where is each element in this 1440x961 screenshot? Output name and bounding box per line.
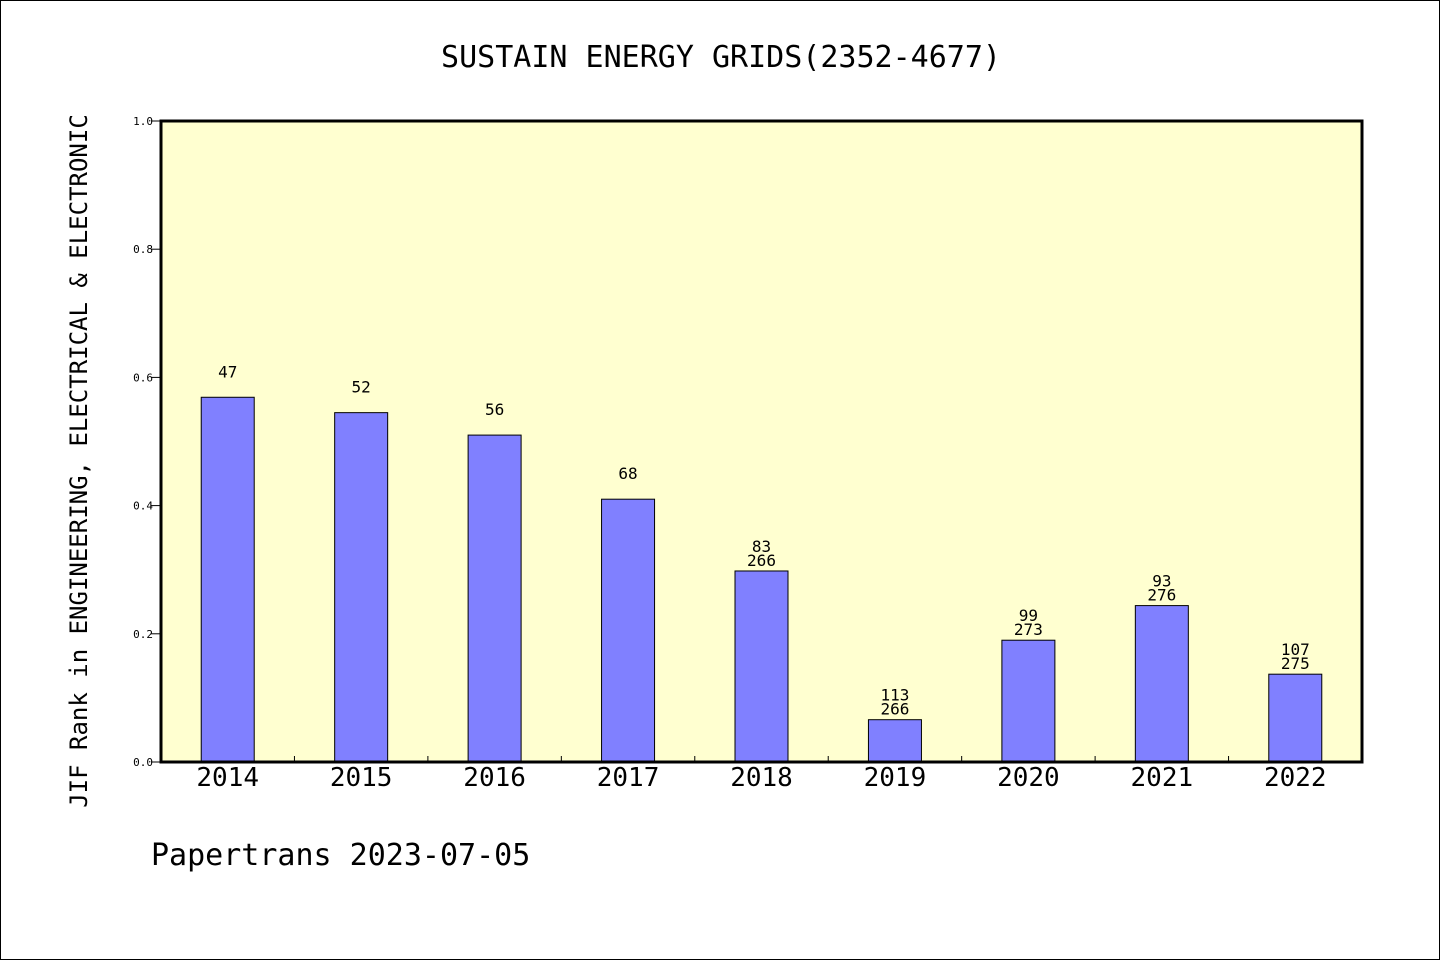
bar-total-label: 273	[1014, 620, 1043, 639]
x-tick-label: 2017	[597, 763, 660, 793]
x-tick-label: 2022	[1264, 763, 1327, 793]
bar-series	[200, 396, 1323, 763]
x-axis: 2014 2015 2016 2017 2018 2019 2020 2021 2022	[196, 756, 1327, 793]
y-tick-label: 0.0	[133, 756, 153, 769]
bar-rank-label: 47	[218, 362, 237, 381]
x-tick-label: 2020	[997, 763, 1060, 793]
x-tick-label: 2016	[463, 763, 526, 793]
bar	[601, 498, 656, 763]
bar-total-label: 266	[880, 700, 909, 719]
bar	[334, 412, 389, 763]
bar-total-label: 266	[747, 551, 776, 570]
bar	[734, 570, 789, 763]
bar-rank-label: 99	[1019, 606, 1038, 625]
bar-rank-label: 56	[485, 400, 504, 419]
y-axis: 0.0 0.2 0.4 0.6 0.8 1.0	[133, 115, 161, 769]
x-tick-label: 2015	[330, 763, 393, 793]
bar-total-label: 275	[1281, 654, 1310, 673]
y-tick-label: 0.6	[133, 371, 153, 384]
bar-rank-label: 68	[618, 464, 637, 483]
bar-rank-label: 113	[880, 686, 909, 705]
x-tick-label: 2014	[196, 763, 259, 793]
bar-rank-label: 93	[1152, 572, 1171, 591]
plot-border	[159, 119, 1364, 764]
bar	[1001, 639, 1056, 763]
x-tick-label: 2018	[730, 763, 793, 793]
bar	[200, 396, 255, 763]
bar-rank-label: 52	[352, 378, 371, 397]
bar-rank-label: 83	[752, 537, 771, 556]
bar-rank-label: 107	[1281, 640, 1310, 659]
chart-title: SUSTAIN ENERGY GRIDS(2352-4677)	[441, 40, 1001, 75]
bar	[1268, 673, 1323, 763]
y-tick-label: 0.4	[133, 500, 153, 513]
bar-total-label: 276	[1147, 586, 1176, 605]
y-tick-label: 0.2	[133, 628, 153, 641]
bar	[467, 434, 522, 763]
y-tick-label: 0.8	[133, 243, 153, 256]
x-tick-label: 2021	[1131, 763, 1194, 793]
x-tick-label: 2019	[864, 763, 927, 793]
footer-credit: Papertrans 2023-07-05	[151, 838, 530, 873]
bar	[1134, 605, 1189, 763]
y-axis-label: JIF Rank in ENGINEERING, ELECTRICAL & EL…	[65, 114, 93, 808]
y-tick-label: 1.0	[133, 115, 153, 128]
bar	[867, 719, 922, 763]
